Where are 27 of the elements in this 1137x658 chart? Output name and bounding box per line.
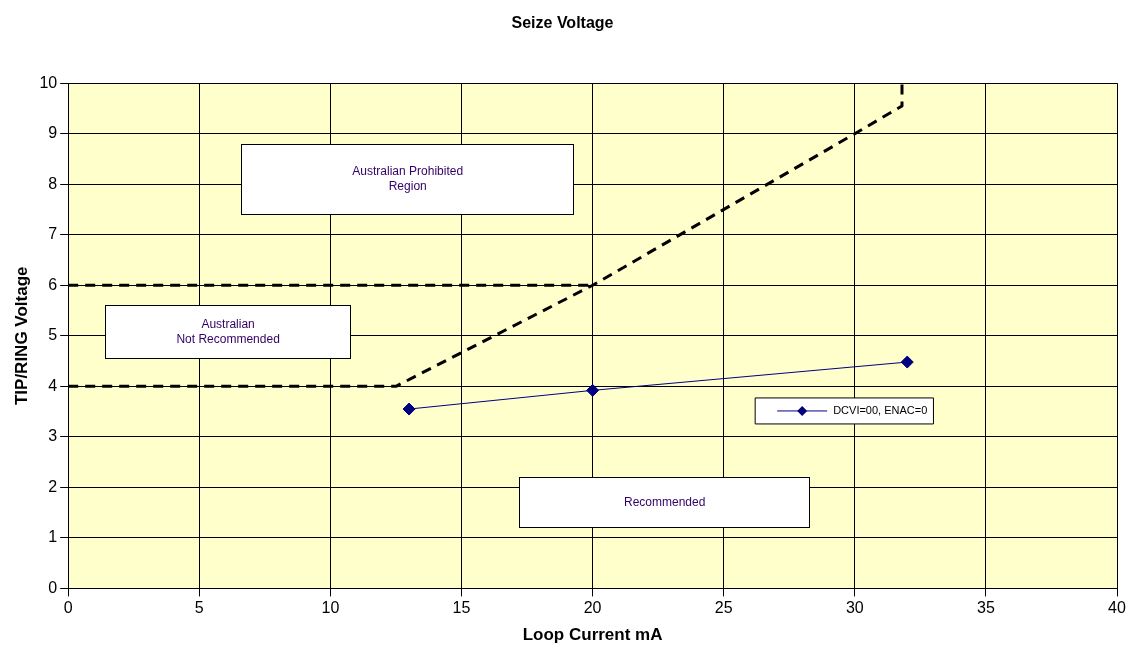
x-tick-label: 20 xyxy=(583,599,602,617)
x-tick-label: 15 xyxy=(452,599,471,617)
y-tick-label: 1 xyxy=(48,528,58,546)
chart-title: Seize Voltage xyxy=(511,14,614,32)
y-tick-label: 7 xyxy=(48,225,58,243)
text-box: Australian Prohibited Region xyxy=(241,143,575,215)
y-tick-label: 8 xyxy=(48,174,58,192)
y-axis-title: TIP/RING Voltage xyxy=(11,266,31,406)
x-axis-title: Loop Current mA xyxy=(522,625,663,645)
y-tick-label: 6 xyxy=(48,275,58,293)
y-tick-label: 2 xyxy=(48,477,58,495)
x-tick-label: 40 xyxy=(1108,599,1126,617)
y-tick-label: 5 xyxy=(48,326,58,344)
x-tick-label: 35 xyxy=(977,599,995,617)
text-box: Australian Not Recommended xyxy=(104,305,352,359)
x-tick-label: 25 xyxy=(714,599,733,617)
legend-label: DCVI=00, ENAC=0 xyxy=(833,403,928,416)
y-tick-label: 0 xyxy=(48,578,58,596)
x-tick-label: 5 xyxy=(194,599,204,617)
y-tick-label: 3 xyxy=(48,427,58,445)
text-box: Recommended xyxy=(519,477,811,528)
y-tick-label: 4 xyxy=(48,376,58,394)
x-tick-label: 0 xyxy=(63,599,73,617)
x-tick-label: 10 xyxy=(321,599,340,617)
y-tick-label: 10 xyxy=(39,73,58,91)
y-tick-label: 9 xyxy=(48,124,58,142)
x-tick-label: 30 xyxy=(845,599,864,617)
